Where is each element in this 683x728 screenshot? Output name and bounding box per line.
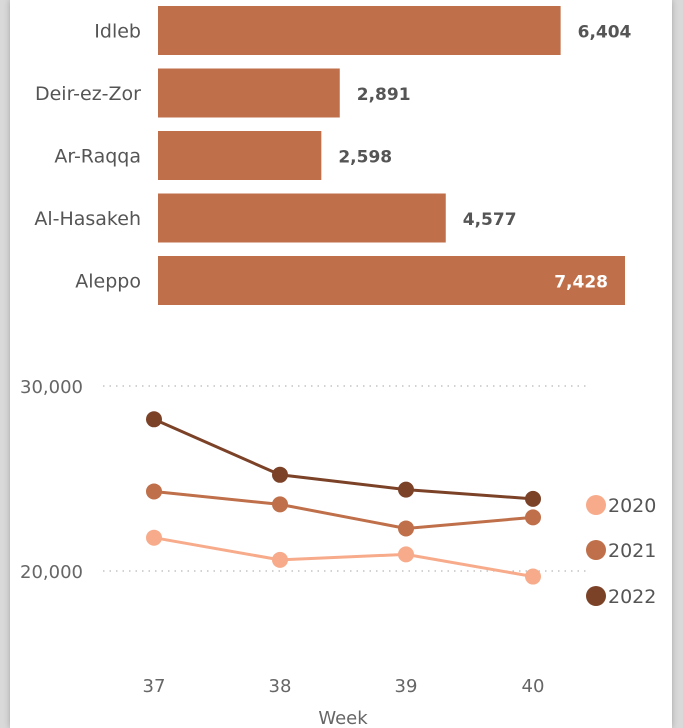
x-tick-label: 40 — [522, 676, 545, 697]
x-tick-label: 39 — [395, 676, 418, 697]
data-point — [146, 483, 162, 500]
data-point — [272, 466, 288, 483]
x-tick-label: 37 — [143, 676, 166, 697]
data-point — [525, 568, 541, 585]
legend-marker — [586, 586, 606, 606]
bar — [158, 193, 446, 243]
bar-value-label: 7,428 — [554, 273, 608, 293]
bar — [158, 68, 340, 118]
data-point — [398, 481, 414, 498]
data-point — [272, 496, 288, 513]
data-point — [272, 551, 288, 568]
bar-value-label: 2,891 — [357, 85, 411, 105]
data-point — [398, 546, 414, 563]
bar-category-label: Deir-ez-Zor — [35, 83, 141, 105]
bar — [158, 256, 625, 305]
data-point — [146, 529, 162, 546]
x-tick-label: 38 — [269, 676, 292, 697]
bar-category-label: Aleppo — [75, 271, 141, 293]
legend-marker — [586, 540, 606, 560]
series-line-2022 — [153, 417, 534, 501]
x-axis-title: Week — [318, 708, 368, 728]
bar — [158, 6, 561, 55]
legend-label: 2020 — [608, 495, 656, 517]
bar-category-label: Al-Hasakeh — [34, 208, 141, 230]
bar-category-label: Idleb — [94, 21, 141, 43]
bar-value-label: 2,598 — [338, 148, 392, 168]
data-point — [146, 411, 162, 428]
data-point — [525, 490, 541, 507]
bar-value-label: 6,404 — [578, 23, 632, 43]
bar — [158, 131, 322, 180]
legend-label: 2021 — [608, 540, 656, 562]
charts-canvas: Idleb 6,404 Deir-ez-Zor 2,891 Ar-Raqqa 2,598 A… — [20, 6, 656, 728]
y-tick-label: 20,000 — [20, 562, 83, 583]
chart-panel: Idleb 6,404 Deir-ez-Zor 2,891 Ar-Raqqa 2,598 A… — [10, 0, 672, 728]
data-point — [525, 509, 541, 526]
bar-category-label: Ar-Raqqa — [54, 146, 141, 168]
legend-label: 2022 — [608, 586, 656, 608]
data-point — [398, 520, 414, 537]
y-tick-label: 30,000 — [20, 377, 83, 398]
series-line-2020 — [153, 536, 534, 579]
bar-value-label: 4,577 — [463, 210, 517, 230]
legend-marker — [586, 495, 606, 515]
series-line-2021 — [153, 489, 534, 530]
